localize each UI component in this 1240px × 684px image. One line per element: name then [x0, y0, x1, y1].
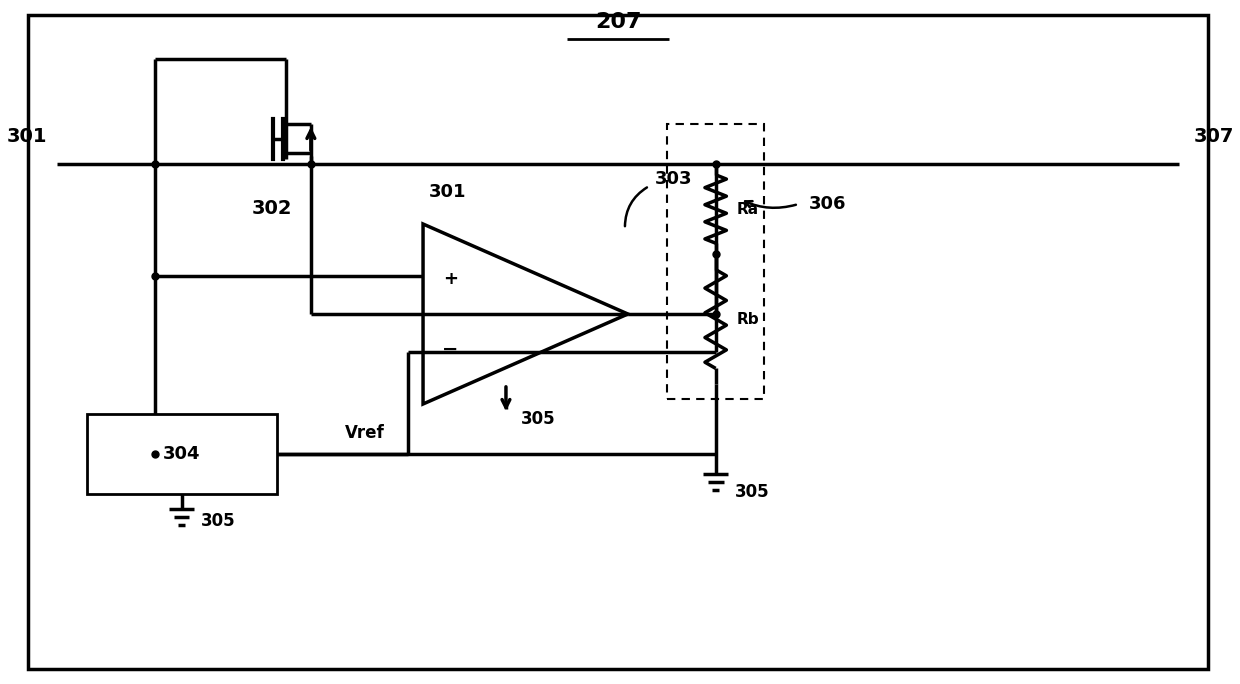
Text: 207: 207 — [595, 12, 641, 32]
Text: 307: 307 — [1194, 127, 1234, 146]
Text: 305: 305 — [201, 512, 236, 530]
Text: −: − — [443, 339, 459, 358]
Text: 301: 301 — [429, 183, 466, 201]
Text: 305: 305 — [735, 483, 770, 501]
Text: 303: 303 — [655, 170, 693, 188]
Text: Ra: Ra — [737, 202, 759, 217]
Text: Vref: Vref — [345, 424, 384, 442]
Bar — [667, 124, 764, 399]
Text: 302: 302 — [252, 200, 293, 218]
Text: 304: 304 — [162, 445, 201, 463]
Text: Rb: Rb — [737, 311, 760, 326]
Bar — [87, 414, 277, 494]
Text: +: + — [443, 270, 458, 288]
Text: 301: 301 — [7, 127, 47, 146]
Text: 305: 305 — [521, 410, 556, 428]
Text: 306: 306 — [808, 195, 846, 213]
